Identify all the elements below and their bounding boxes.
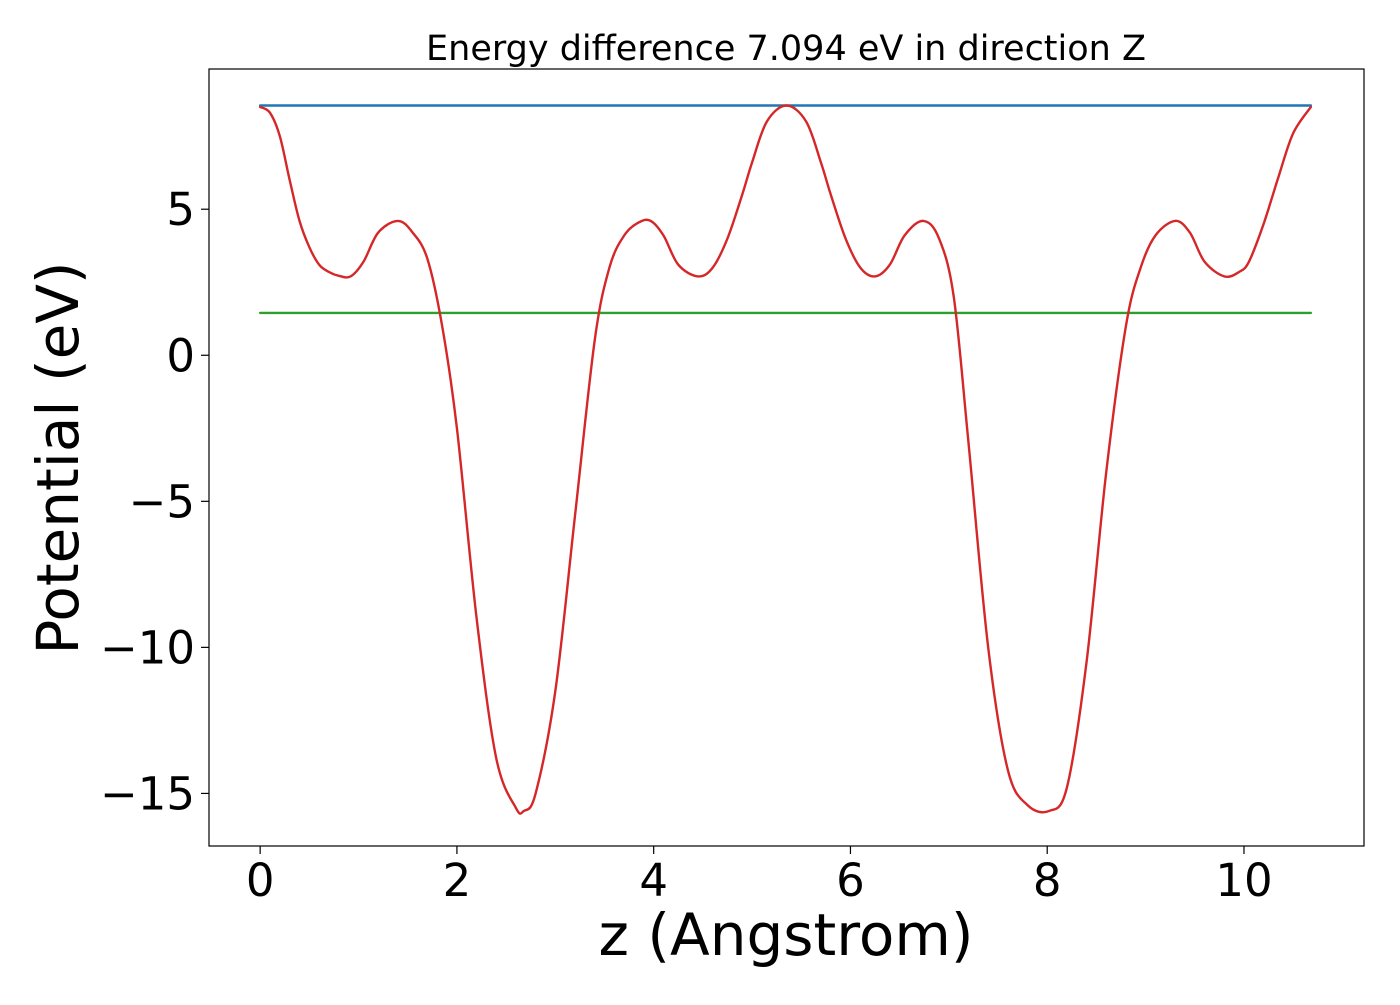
x-tick-label: 8 [1033,854,1062,907]
y-tick-label: 0 [166,329,195,382]
plot-frame [208,68,1365,847]
chart-title: Energy difference 7.094 eV in direction … [426,29,1146,69]
x-tick-label: 0 [246,854,275,907]
y-axis-label: Potential (eV) [24,261,92,654]
plot-area [258,104,1313,815]
y-axis: 5 0 −5 −10 −15 [100,183,209,820]
y-tick-label: −5 [129,475,195,528]
y-tick-label: −10 [100,621,195,674]
x-tick-label: 6 [836,854,865,907]
series-line-0 [258,104,1313,815]
y-tick-label: −15 [100,767,195,820]
x-tick-label: 10 [1215,854,1272,907]
y-tick-label: 5 [166,183,195,236]
x-tick-label: 2 [443,854,472,907]
x-axis-label: z (Angstrom) [599,901,974,969]
x-axis: 0 2 4 6 8 10 [246,846,1273,907]
x-tick-label: 4 [639,854,668,907]
